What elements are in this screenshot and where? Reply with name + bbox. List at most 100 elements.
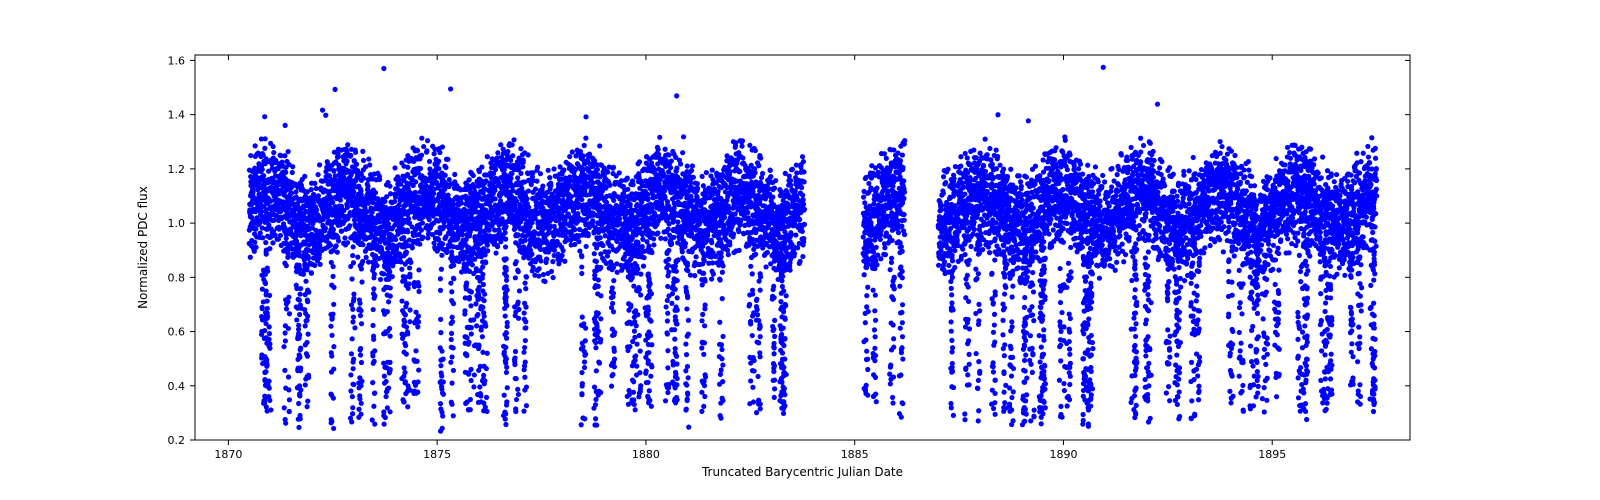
data-point bbox=[695, 186, 700, 191]
data-point bbox=[569, 194, 574, 199]
data-point bbox=[541, 272, 546, 277]
data-point bbox=[510, 142, 515, 147]
data-point bbox=[800, 154, 805, 159]
data-point bbox=[800, 229, 805, 234]
y-tick-label: 1.0 bbox=[168, 217, 186, 230]
data-point bbox=[377, 177, 382, 182]
data-point bbox=[758, 156, 763, 161]
data-point bbox=[579, 197, 584, 202]
data-point bbox=[331, 227, 336, 232]
data-point bbox=[674, 93, 679, 98]
data-point bbox=[770, 195, 775, 200]
data-point bbox=[668, 165, 673, 170]
data-point bbox=[788, 178, 793, 183]
data-point bbox=[415, 148, 420, 153]
data-point bbox=[263, 136, 268, 141]
data-point bbox=[518, 146, 523, 151]
data-point bbox=[515, 175, 520, 180]
data-point bbox=[536, 266, 541, 271]
data-point bbox=[535, 165, 540, 170]
data-point bbox=[425, 138, 430, 143]
data-point bbox=[590, 218, 595, 223]
data-point bbox=[345, 142, 350, 147]
data-point bbox=[417, 242, 422, 247]
data-point bbox=[680, 150, 685, 155]
data-point bbox=[802, 179, 807, 184]
data-point bbox=[306, 256, 311, 261]
data-point bbox=[259, 209, 264, 214]
data-point bbox=[739, 144, 744, 149]
data-point bbox=[253, 143, 258, 148]
lightcurve-chart: 1870187518801885189018950.20.40.60.81.01… bbox=[0, 0, 1600, 500]
data-point bbox=[525, 196, 530, 201]
data-point bbox=[725, 248, 730, 253]
data-point bbox=[549, 269, 554, 274]
x-tick-label: 1870 bbox=[214, 448, 242, 461]
chart-svg: 1870187518801885189018950.20.40.60.81.01… bbox=[0, 0, 1600, 500]
data-point bbox=[262, 146, 267, 151]
data-point bbox=[666, 227, 671, 232]
data-point bbox=[493, 250, 498, 255]
data-point bbox=[548, 183, 553, 188]
data-point bbox=[552, 248, 557, 253]
data-point bbox=[334, 243, 339, 248]
data-point bbox=[768, 174, 773, 179]
data-point bbox=[459, 201, 464, 206]
data-point bbox=[477, 169, 482, 174]
data-point bbox=[366, 156, 371, 161]
y-tick-label: 0.6 bbox=[168, 326, 186, 339]
data-point bbox=[314, 186, 319, 191]
data-point bbox=[793, 232, 798, 237]
y-tick-label: 0.2 bbox=[168, 434, 186, 447]
data-point bbox=[710, 167, 715, 172]
data-point bbox=[315, 172, 320, 177]
y-tick-label: 0.8 bbox=[168, 271, 186, 284]
data-point bbox=[448, 86, 453, 91]
data-point bbox=[692, 273, 697, 278]
data-point bbox=[351, 189, 356, 194]
data-point bbox=[788, 183, 793, 188]
data-point bbox=[419, 136, 424, 141]
data-point bbox=[258, 231, 263, 236]
data-point bbox=[625, 187, 630, 192]
data-point bbox=[345, 205, 350, 210]
data-point bbox=[580, 153, 585, 158]
data-point bbox=[861, 195, 866, 200]
data-point bbox=[595, 167, 600, 172]
data-point bbox=[471, 173, 476, 178]
data-point bbox=[615, 270, 620, 275]
data-point bbox=[669, 241, 674, 246]
data-point bbox=[278, 233, 283, 238]
data-point bbox=[354, 162, 359, 167]
data-point bbox=[386, 221, 391, 226]
data-point bbox=[508, 158, 513, 163]
data-point bbox=[801, 202, 806, 207]
data-point bbox=[790, 167, 795, 172]
data-point bbox=[345, 240, 350, 245]
data-point bbox=[577, 248, 582, 253]
data-point bbox=[248, 153, 253, 158]
data-point bbox=[479, 165, 484, 170]
data-point bbox=[606, 249, 611, 254]
data-point bbox=[518, 171, 523, 176]
data-point bbox=[344, 159, 349, 164]
data-point bbox=[681, 134, 686, 139]
data-point bbox=[801, 197, 806, 202]
data-point bbox=[559, 253, 564, 258]
data-point bbox=[726, 252, 731, 257]
data-point bbox=[862, 272, 867, 277]
data-point bbox=[598, 235, 603, 240]
data-point bbox=[314, 207, 319, 212]
data-point bbox=[355, 255, 360, 260]
data-point bbox=[253, 245, 258, 250]
data-point bbox=[253, 227, 258, 232]
data-point bbox=[800, 254, 805, 259]
data-point bbox=[526, 152, 531, 157]
scatter-points bbox=[247, 65, 1380, 434]
data-point bbox=[427, 166, 432, 171]
data-point bbox=[396, 177, 401, 182]
data-point bbox=[540, 184, 545, 189]
data-point bbox=[419, 228, 424, 233]
data-point bbox=[405, 165, 410, 170]
data-point bbox=[727, 169, 732, 174]
